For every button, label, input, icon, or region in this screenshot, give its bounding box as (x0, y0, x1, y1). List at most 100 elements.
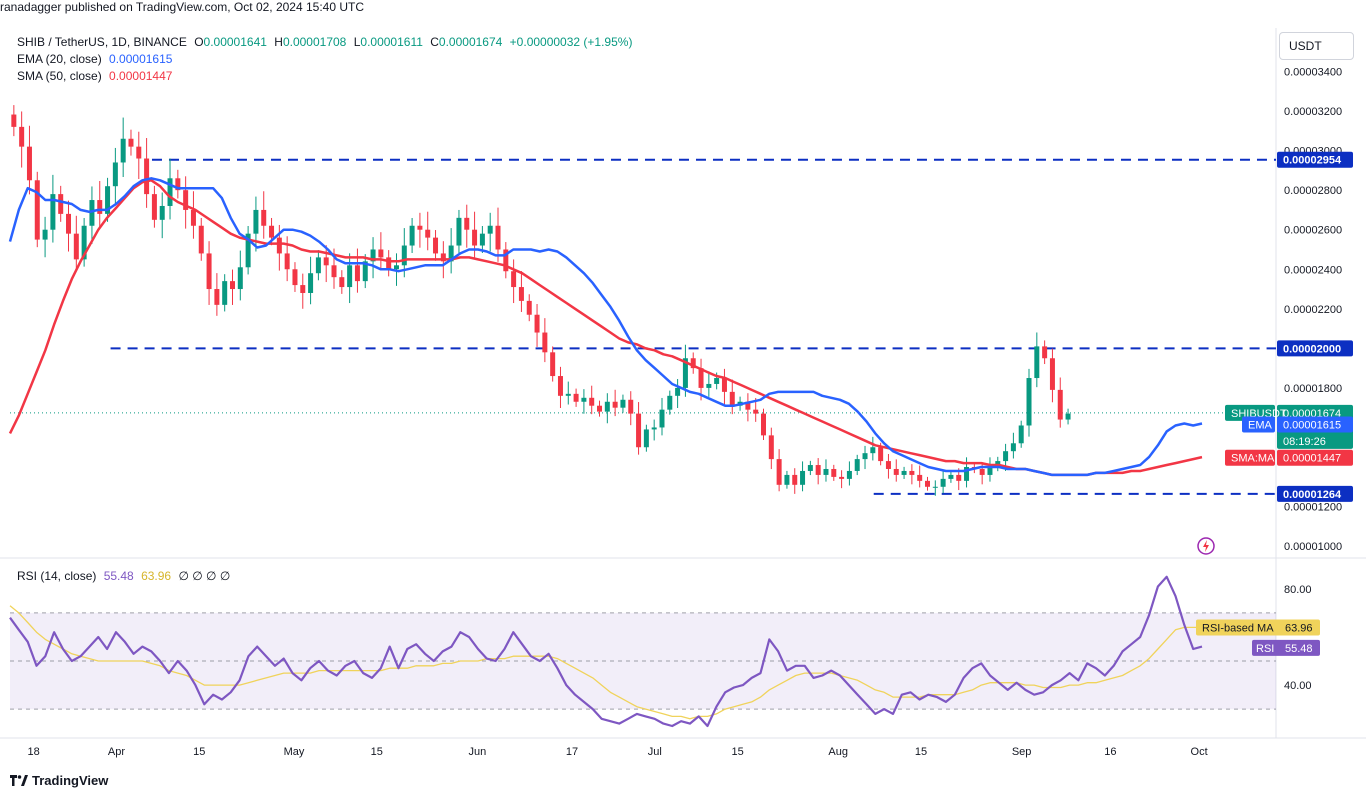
candle (565, 381, 571, 405)
candle (792, 468, 798, 494)
rsi-ma-legend-value: 63.96 (141, 569, 172, 583)
sma-name-tag: SMA:MA (1225, 449, 1275, 466)
candle-body (206, 253, 212, 290)
ema-price-tag-text: 0.00001615 (1283, 419, 1341, 431)
candle (690, 352, 696, 374)
candle-body (89, 200, 95, 226)
candle-body (987, 467, 993, 475)
candle (979, 462, 985, 485)
candle-body (34, 180, 40, 240)
candle (659, 397, 665, 436)
candle (628, 391, 634, 426)
candle (893, 459, 899, 482)
candle (292, 262, 298, 292)
candle (815, 458, 821, 485)
level-price-tag: 0.00002000 (1277, 340, 1353, 357)
candle (940, 469, 946, 494)
time-tick-label: Aug (828, 746, 848, 758)
level-price-tag-text: 0.00002000 (1283, 343, 1341, 355)
candle (643, 424, 649, 452)
candle-body (97, 200, 103, 214)
price-tick-label: 0.00001200 (1284, 502, 1342, 514)
candle-body (425, 229, 431, 238)
candle (729, 379, 735, 415)
ema-name-tag-bg (1242, 416, 1275, 433)
candle-body (862, 453, 868, 460)
open-value: 0.00001641 (203, 35, 267, 49)
tradingview-logo-icon (10, 775, 28, 786)
candle-body (604, 401, 610, 412)
candle (386, 250, 392, 277)
candle-body (854, 459, 860, 471)
candle (706, 371, 712, 397)
candle (472, 211, 478, 258)
tradingview-logo[interactable]: TradingView (10, 773, 108, 788)
candle-body (308, 273, 314, 293)
candle-body (339, 277, 345, 288)
candle-body (948, 474, 954, 479)
candle (323, 245, 329, 283)
high-label: H (274, 35, 283, 49)
candle-body (581, 397, 587, 402)
candle-body (917, 474, 923, 481)
candle (448, 228, 454, 274)
candle-body (729, 391, 735, 406)
symbol-title: SHIB / TetherUS, 1D, BINANCE (17, 35, 187, 49)
candle-body (753, 409, 759, 414)
candle-body (151, 194, 157, 220)
candle-body (518, 287, 524, 301)
candle (229, 269, 235, 305)
candle-body (1065, 413, 1071, 420)
candle-body (393, 265, 399, 270)
candle (1042, 340, 1048, 365)
candle (214, 273, 220, 316)
close-value: 0.00001674 (438, 35, 503, 49)
candle-body (807, 465, 813, 471)
candle (776, 449, 782, 492)
sma-price-tag-bg (1277, 449, 1353, 466)
published-banner: ranadagger published on TradingView.com,… (0, 0, 365, 14)
price-tick-label: 0.00002400 (1284, 264, 1342, 276)
candle (761, 408, 767, 440)
sma-name-tag-bg (1225, 449, 1275, 466)
candle-body (550, 352, 556, 377)
candle-body (846, 470, 852, 479)
rsi-ma-line (9, 605, 1202, 720)
candle-body (628, 399, 634, 414)
candle-body (534, 314, 540, 333)
candle-body (761, 413, 767, 436)
candle-body (487, 225, 493, 234)
candle (222, 274, 228, 312)
time-tick-label: 15 (193, 746, 205, 758)
candle-body (823, 468, 829, 475)
time-tick-label: Sep (1012, 746, 1032, 758)
candle-body (1010, 443, 1016, 452)
candle-body (1042, 346, 1048, 359)
candle (89, 186, 95, 244)
candle (745, 393, 751, 422)
candle (206, 241, 212, 305)
candle-body (159, 205, 165, 220)
candle-body (698, 368, 704, 388)
price-tick-label: 0.00002600 (1284, 225, 1342, 237)
candle-body (456, 217, 462, 246)
candle-body (269, 225, 275, 238)
candle (151, 185, 157, 228)
candle (698, 358, 704, 401)
candle-body (909, 470, 915, 475)
lightning-icon-ring (1197, 537, 1215, 555)
candle (26, 125, 32, 195)
candle (19, 111, 25, 168)
rsi-ma-tag-value: 63.96 (1285, 622, 1313, 634)
candle-body (636, 413, 642, 448)
candle-body (651, 427, 657, 430)
ema-legend-label: EMA (20, close) (17, 52, 102, 66)
candle (534, 304, 540, 347)
candle-body (932, 486, 938, 488)
candle-body (565, 393, 571, 396)
candle-body (409, 225, 415, 246)
currency-selector[interactable]: USDT (1279, 32, 1354, 60)
candle (245, 226, 251, 275)
candle-body (1026, 378, 1032, 426)
